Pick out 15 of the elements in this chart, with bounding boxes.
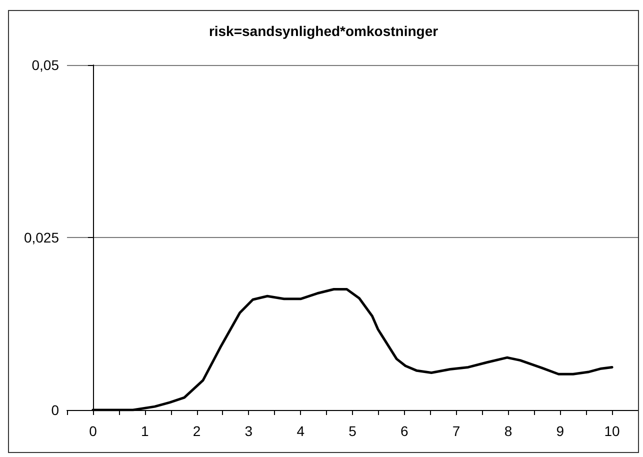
x-tick-label: 9 — [556, 423, 564, 439]
y-tick-label: 0,05 — [32, 57, 60, 73]
y-tick-label: 0,025 — [24, 230, 60, 246]
x-tick-label: 1 — [140, 423, 149, 439]
x-tick-label: 8 — [504, 423, 512, 439]
y-tick-label: 0 — [51, 402, 60, 418]
chart-title: risk=sandsynlighed*omkostninger — [208, 23, 439, 39]
x-tick-label: 7 — [452, 423, 460, 439]
x-tick-label: 6 — [400, 423, 409, 439]
x-tick-label: 10 — [604, 423, 620, 439]
x-tick-label: 4 — [296, 423, 305, 439]
x-tick-label: 0 — [89, 423, 98, 439]
x-tick-label: 5 — [348, 423, 357, 439]
x-tick-label: 2 — [192, 423, 201, 439]
x-tick-label: 3 — [244, 423, 253, 439]
